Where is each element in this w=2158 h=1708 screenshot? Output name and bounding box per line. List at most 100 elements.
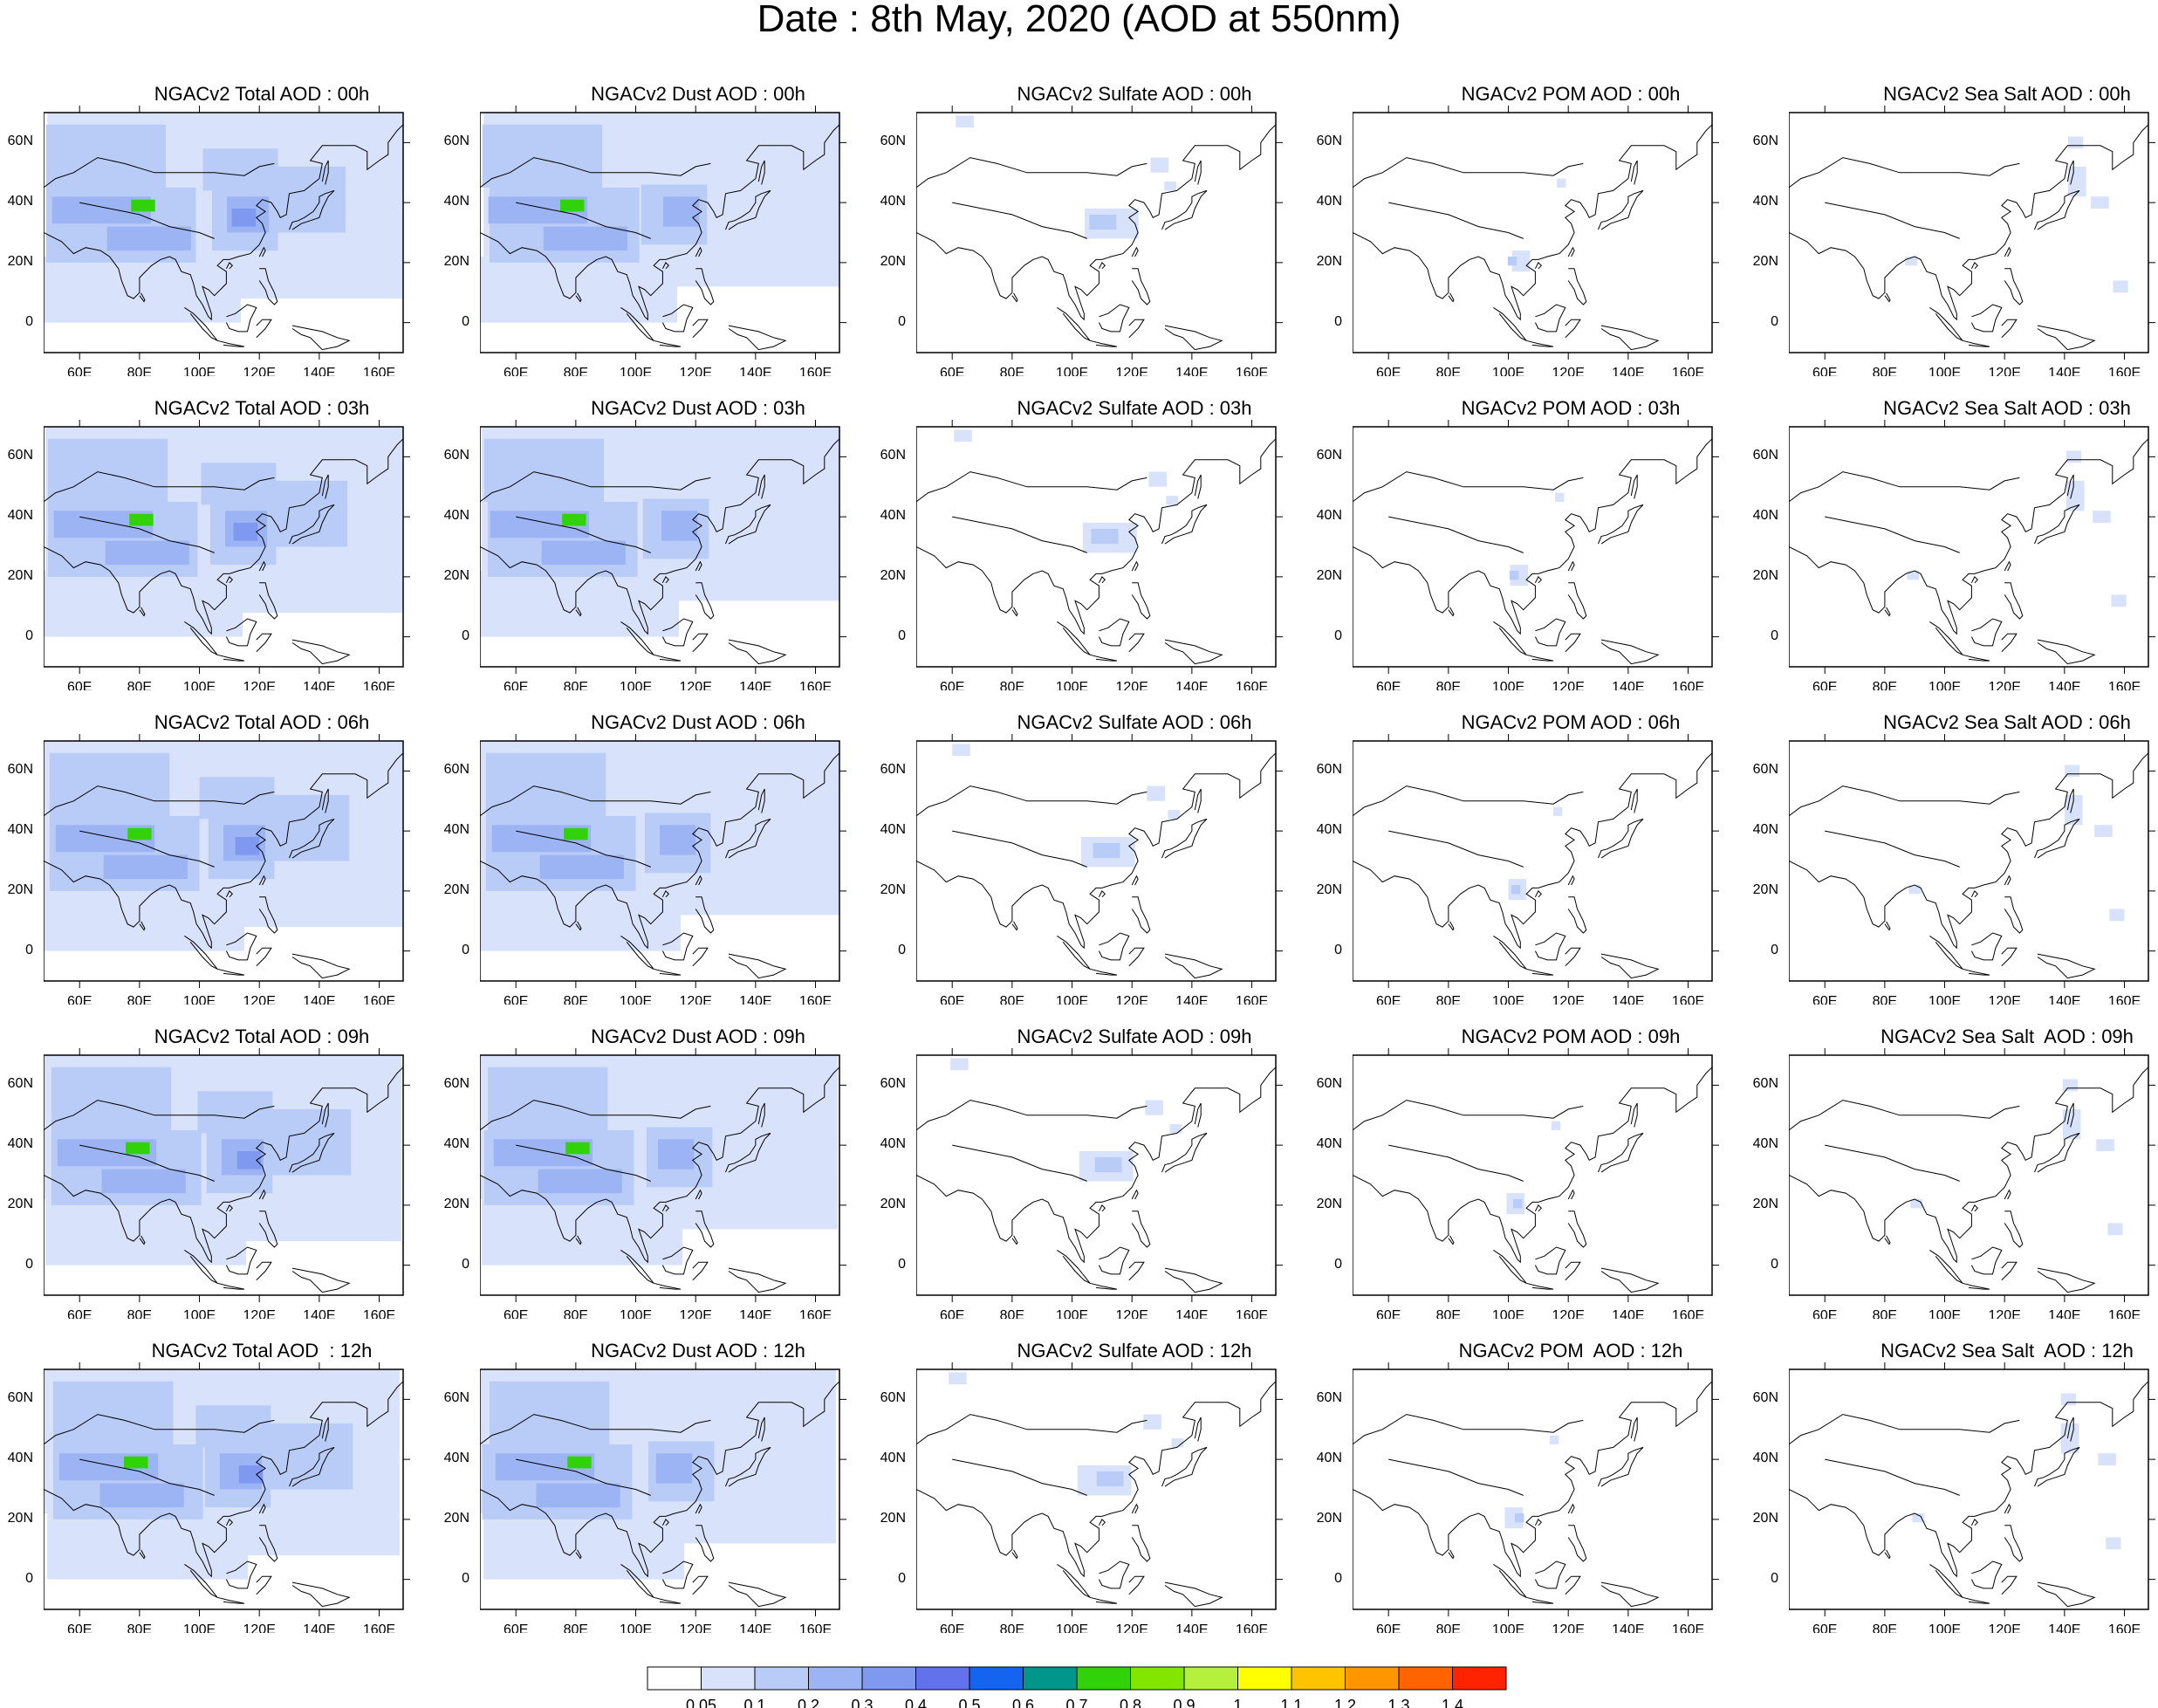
lat-tick-label: 60N [1316,448,1342,463]
aod-cell [482,124,603,188]
panel-pom-09h: NGACv2 POM AOD : 09h 60E 80E 100E 120E 140E 16… [1317,1025,1789,1322]
lon-tick-label: 80E [127,680,152,690]
coastline [1789,1067,2148,1264]
panel-total-09h: NGACv2 Total AOD : 09h 60E 80E 100E 120E 140E… [8,1025,480,1322]
coastlines [1353,438,1712,665]
coastlines [44,752,403,979]
lat-tick-label: 20N [1316,881,1342,897]
coastline [1534,1519,1543,1526]
coastline [728,325,787,351]
coastline [480,785,711,817]
lon-tick-label: 140E [1612,1308,1644,1319]
coastline [225,576,234,584]
coastline [1970,890,1979,898]
lat-tick-label: 0 [1334,1570,1342,1586]
coastline [2066,474,2074,499]
coastline [1884,1235,1891,1245]
coastlines [1789,438,2148,665]
lat-tick-label: 20N [1752,1510,1778,1526]
lon-tick-label: 160E [1672,680,1704,690]
coastline [1128,1261,1145,1281]
panel-title: NGACv2 Sea Salt AOD : 12h [1881,1340,2134,1362]
coastline [1825,516,1960,553]
coastline [1789,124,2148,321]
lat-tick-label: 20N [7,1196,33,1211]
lat-tick-label: 60N [1316,1390,1342,1406]
coastline [757,1102,765,1128]
colorbar-label: 1.4 [1442,1697,1463,1708]
aod-cell [1511,250,1531,272]
coastline [1534,932,1566,961]
lon-tick-label: 120E [1989,1622,2021,1633]
coastline [256,1261,272,1281]
coastline [1825,1458,1960,1496]
coastline [2034,189,2080,230]
lon-tick-label: 140E [739,994,771,1005]
panel-title: NGACv2 Sulfate AOD : 09h [1017,1025,1252,1047]
map-seasalt-03h: 60E 80E 100E 120E 140E 160E [1789,420,2155,690]
coastline [1011,607,1018,617]
colorbar-label: 0.3 [851,1697,873,1708]
lon-tick-label: 140E [739,366,771,376]
aod-cell [663,196,700,227]
aod-field [1506,1121,1561,1215]
lat-tick-label: 40N [443,1136,469,1152]
panel-sulfate-06h: NGACv2 Sulfate AOD : 06h 60E 80E 100E 120E 14… [880,711,1353,1008]
lat-tick-label: 60N [1316,134,1342,149]
aod-cell [539,854,624,880]
coastlines [480,124,839,351]
coastline [692,1261,709,1281]
lat-tick-label: 40N [7,1451,33,1466]
lat-tick-label: 40N [1752,822,1778,838]
aod-cell [45,124,167,188]
map-seasalt-06h: 60E 80E 100E 120E 140E 160E [1789,734,2155,1005]
coastline [225,262,234,270]
lon-tick-label: 100E [183,680,216,690]
lon-tick-label: 140E [303,1308,335,1319]
coastline [2004,1189,2011,1200]
lat-tick-label: 60N [7,134,33,149]
coastline [916,1381,1276,1578]
aod-cell [1549,1435,1559,1444]
lat-tick-label: 20N [1316,1196,1342,1211]
coastline [1098,1204,1106,1212]
coastline [1161,504,1208,545]
lat-tick-label: 20N [7,253,33,269]
panel-pom-03h: NGACv2 POM AOD : 03h 60E 80E 100E 120E 140E 16… [1317,397,1789,694]
aod-cell [480,571,679,637]
lon-tick-label: 60E [940,680,964,690]
aod-field [44,741,403,951]
coastline [1929,1249,1963,1284]
lat-tick-label: 60N [1752,1390,1778,1406]
lon-tick-label: 80E [127,366,152,376]
map-frame [916,112,1277,353]
lon-tick-label: 160E [1672,366,1704,376]
colorbar-label: 0.5 [958,1697,980,1708]
lon-tick-label: 140E [2048,1622,2080,1633]
map-sulfate-06h: 60E 80E 100E 120E 140E 160E [916,734,1283,1005]
lon-tick-label: 100E [1056,994,1088,1005]
aod-cell [124,1456,148,1469]
coastline [1089,1282,1118,1290]
aod-cell [105,540,189,566]
coastline [1353,438,1712,635]
colorbar-label: 1 [1233,1697,1242,1708]
lon-tick-label: 120E [1552,366,1585,376]
colorbar-cell [1130,1666,1185,1691]
coastline [1493,1249,1527,1284]
panel-dust-00h: NGACv2 Dust AOD : 00h 60E 80E 100E 120E 140E 1… [444,83,916,380]
lat-tick-label: 40N [1316,1136,1342,1152]
coastline [1353,1414,1584,1445]
lon-tick-label: 80E [1873,1622,1897,1633]
lon-tick-label: 120E [243,366,276,376]
coastline [258,875,266,886]
coastline [916,1414,1148,1445]
coastline [1567,268,1587,305]
coastline [289,504,335,545]
coastline [1929,621,1963,655]
aod-cell [667,552,839,601]
lat-tick-label: 0 [462,628,469,643]
lon-tick-label: 120E [680,680,712,690]
coastline [695,268,715,305]
coastline [2004,1525,2024,1562]
